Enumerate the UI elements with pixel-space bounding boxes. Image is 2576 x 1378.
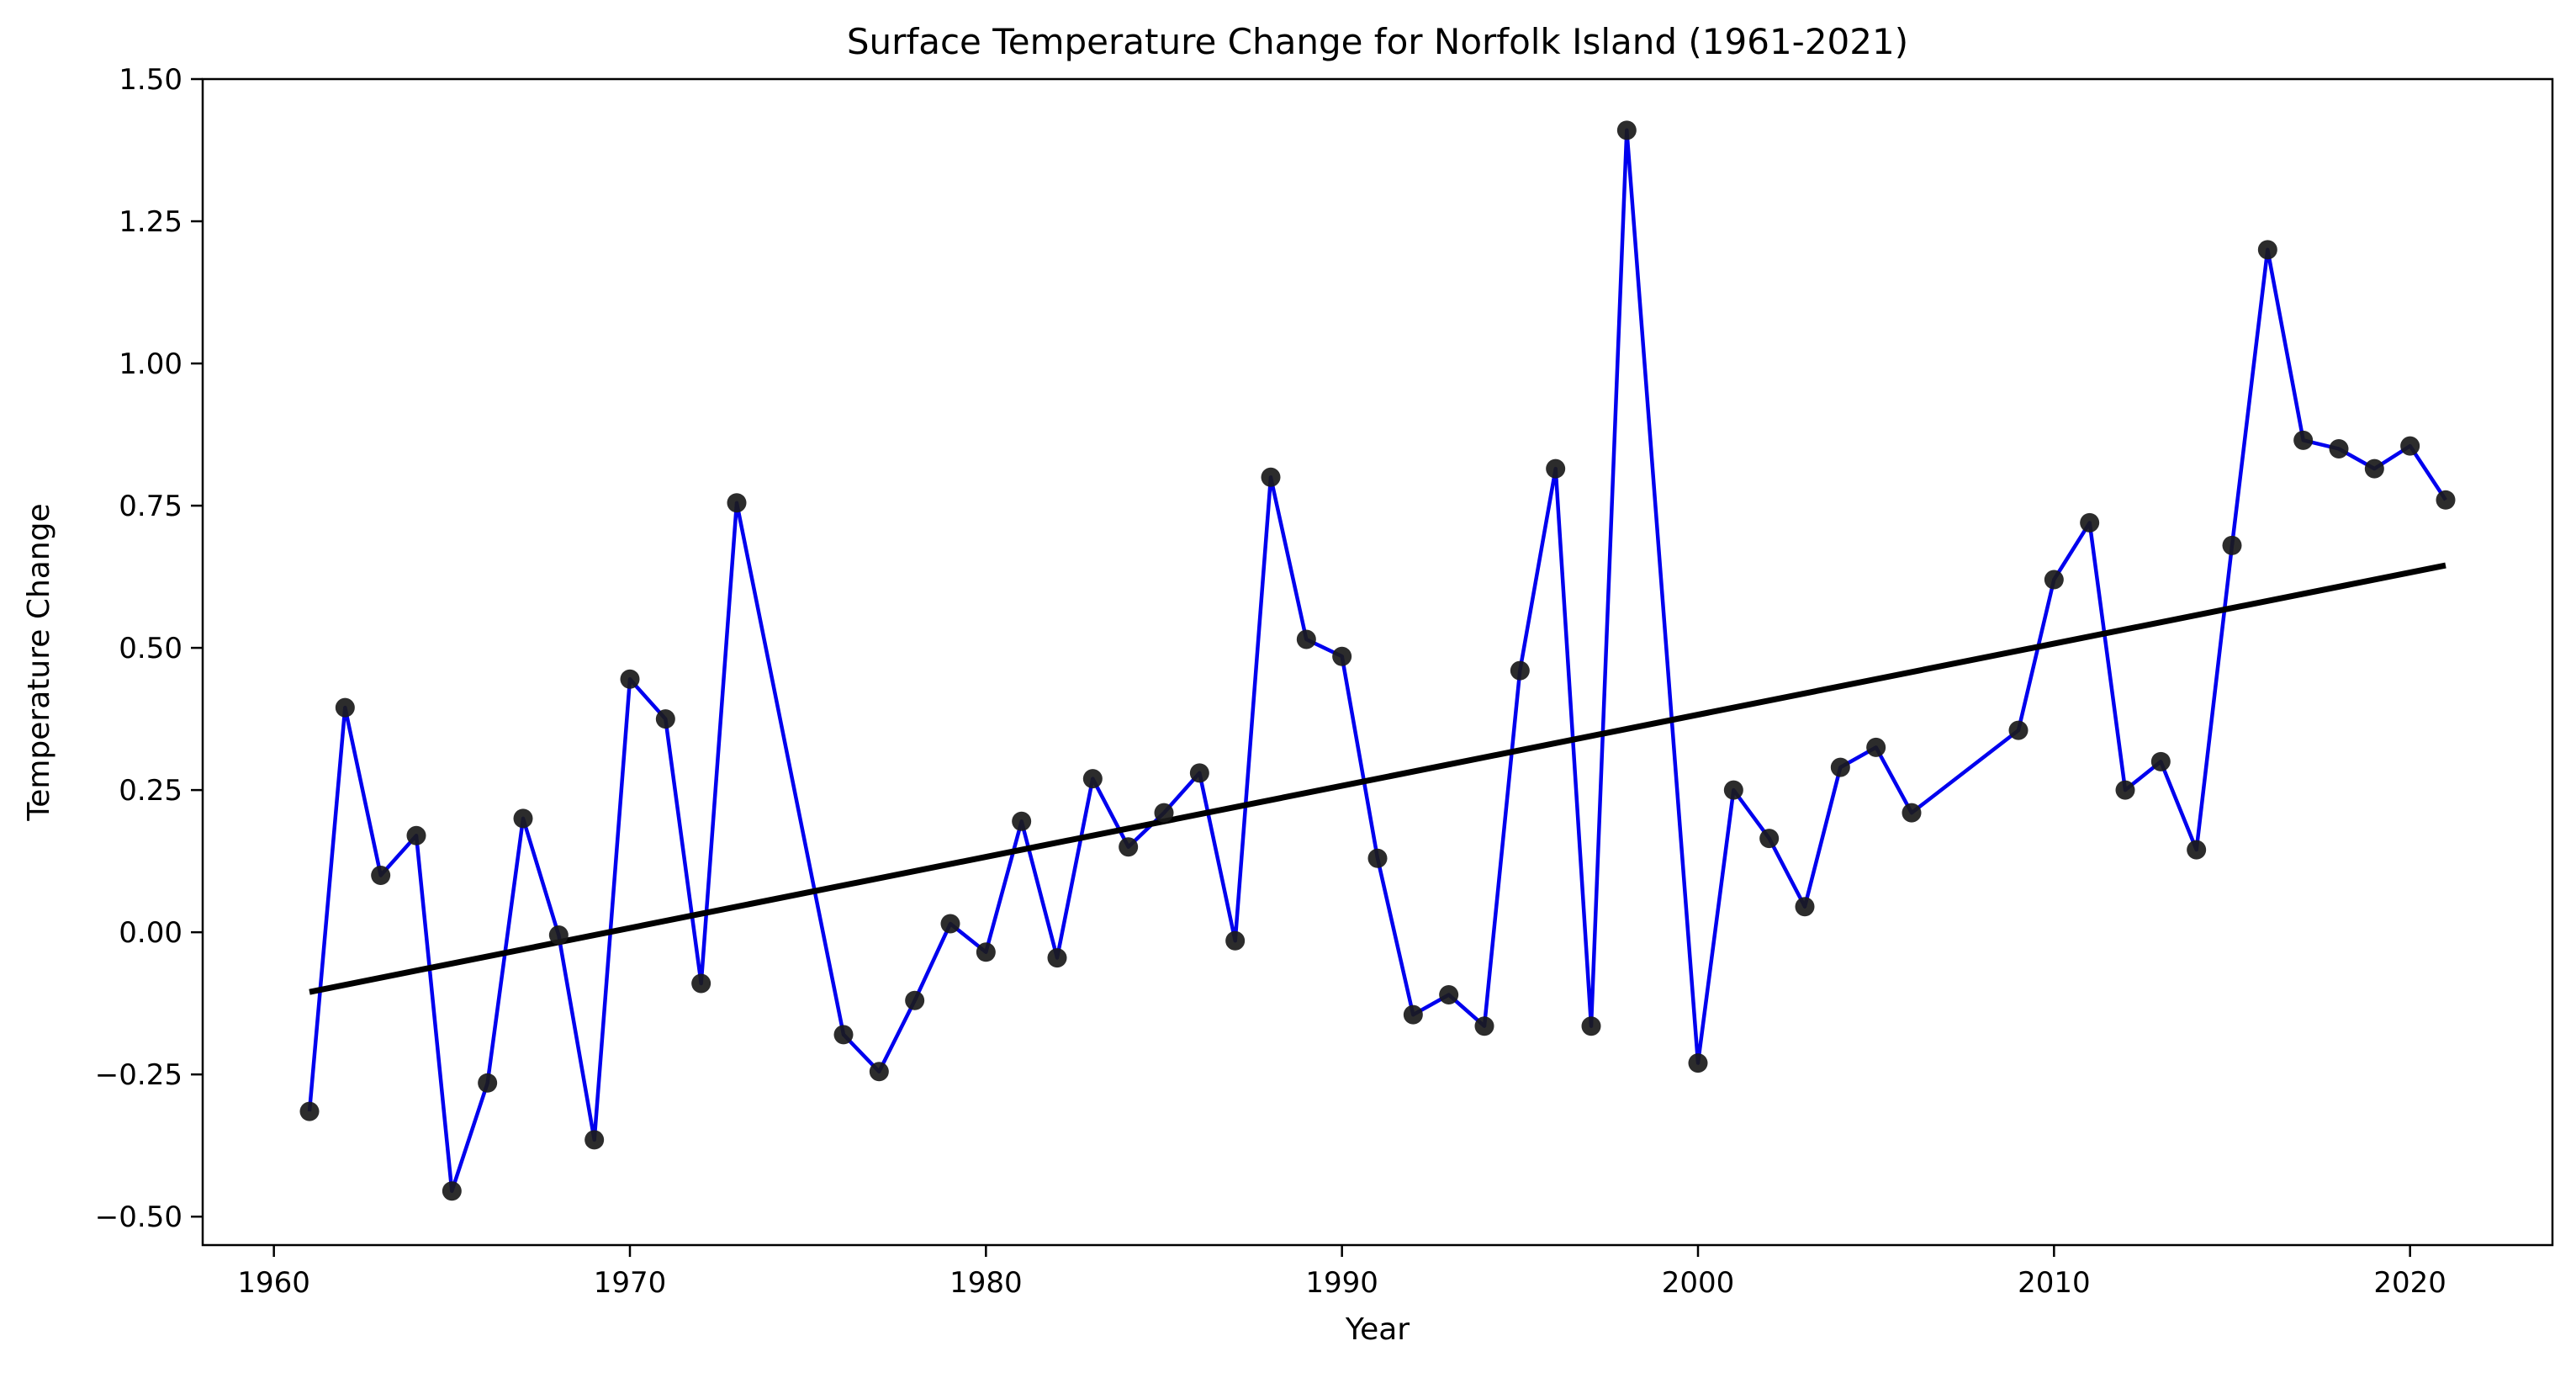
data-point [833,1025,854,1045]
data-point [1332,646,1352,666]
data-point [620,669,640,689]
data-point [2436,490,2456,510]
data-point [869,1062,889,1082]
data-point [371,866,391,886]
data-point [1119,837,1139,857]
data-point [1261,467,1281,487]
data-point [2080,512,2100,533]
data-point [2329,438,2349,458]
x-tick-label: 1970 [594,1266,667,1300]
data-point [299,1101,320,1121]
data-point [2364,458,2384,479]
data-point [1403,1004,1423,1025]
x-tick-label: 2000 [1662,1266,1735,1300]
x-axis-label: Year [1345,1312,1410,1347]
data-point [2293,430,2314,450]
trend-line [309,562,2446,995]
data-point [1012,811,1032,831]
data-point [584,1130,605,1150]
data-point [2115,780,2135,800]
data-point [1189,763,1209,783]
data-point [1367,848,1388,868]
data-point [1866,737,1886,757]
x-tick-label: 1960 [237,1266,310,1300]
data-point [1616,120,1637,140]
x-tick-label: 1990 [1305,1266,1378,1300]
data-point [1047,948,1067,968]
data-point [1225,930,1246,951]
data-point [1510,660,1530,681]
data-point [1154,803,1174,823]
data-point [1581,1016,1601,1036]
y-tick-label: 0.00 [119,916,182,950]
x-tick-label: 2020 [2373,1266,2446,1300]
y-tick-label: 1.50 [119,63,182,97]
data-point [1474,1016,1494,1036]
data-point [1795,897,1815,917]
temperature-series-line [307,128,2447,1194]
data-point [1546,458,1566,479]
plot-frame [201,77,2554,1247]
chart-title: Surface Temperature Change for Norfolk I… [847,21,1908,62]
y-tick-label: 1.00 [119,347,182,381]
y-tick-label: 0.75 [119,490,182,523]
y-tick-label: −0.50 [95,1200,182,1234]
data-point [976,942,996,962]
data-point [2008,720,2029,740]
data-point [940,914,960,934]
data-point [727,493,747,513]
x-tick-label: 2010 [2018,1266,2091,1300]
data-point [335,697,355,718]
data-point [1830,757,1850,777]
data-point [2044,570,2064,590]
y-tick-label: 0.25 [119,774,182,808]
data-point [2257,240,2277,260]
data-point [478,1073,498,1093]
data-point [548,925,569,946]
data-point [1723,780,1743,800]
y-tick-label: 0.50 [119,632,182,665]
data-point [1296,629,1316,649]
data-point [1439,985,1459,1005]
y-axis-label: Temperature Change [22,503,56,821]
data-point [442,1181,462,1201]
y-tick-label: 1.25 [119,205,182,239]
data-point [2222,535,2242,555]
data-point [905,990,925,1010]
x-tick-label: 1980 [949,1266,1023,1300]
data-point [1759,829,1780,849]
data-point [655,709,675,729]
data-point [406,825,426,845]
data-point [1902,803,1922,823]
data-point [513,808,533,829]
data-point [1082,769,1103,789]
data-point [2187,840,2207,860]
y-tick-label: −0.25 [95,1058,182,1092]
data-point [2150,751,2171,771]
data-point [1688,1053,1708,1073]
data-point [691,973,711,994]
data-point [2400,436,2420,456]
